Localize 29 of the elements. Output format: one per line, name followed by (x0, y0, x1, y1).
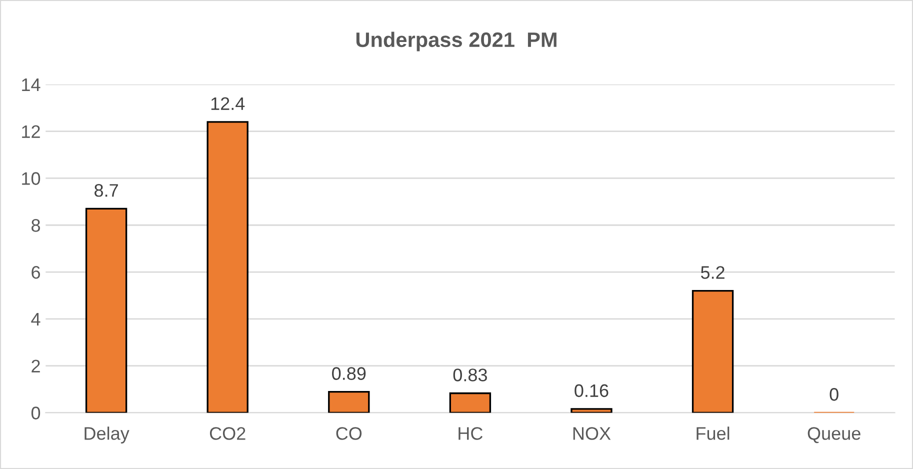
x-tick-label: Delay (84, 426, 130, 444)
y-tick-label: 6 (32, 266, 40, 279)
data-label: 0.83 (453, 368, 487, 382)
y-tick-label: 2 (32, 360, 40, 372)
bar (206, 121, 248, 413)
data-label: 12.4 (211, 97, 245, 110)
data-label: 0 (830, 388, 838, 401)
x-tick-label: Queue (808, 427, 860, 444)
data-label: 0.89 (332, 367, 366, 380)
y-tick-label: 12 (22, 125, 40, 138)
bar (692, 290, 734, 413)
bar (85, 208, 128, 413)
data-label: 8.7 (94, 184, 118, 197)
y-tick-label: 8 (32, 219, 40, 232)
x-tick-label: HC (458, 427, 483, 440)
x-tick-label: CO2 (210, 427, 246, 440)
x-tick-label: NOX (573, 427, 611, 440)
chart-title: Underpass 2021 PM (356, 32, 556, 52)
x-tick-label: CO (336, 427, 362, 440)
y-tick-label: 10 (22, 172, 40, 185)
data-label: 5.2 (700, 266, 724, 279)
y-tick-label: 0 (31, 406, 40, 420)
data-label: 0.16 (574, 384, 608, 398)
y-tick-label: 4 (31, 313, 40, 326)
x-tick-label: Fuel (696, 426, 730, 440)
bar (328, 391, 370, 413)
bar (449, 392, 492, 413)
y-tick-label: 14 (22, 78, 40, 91)
bar (570, 408, 612, 413)
